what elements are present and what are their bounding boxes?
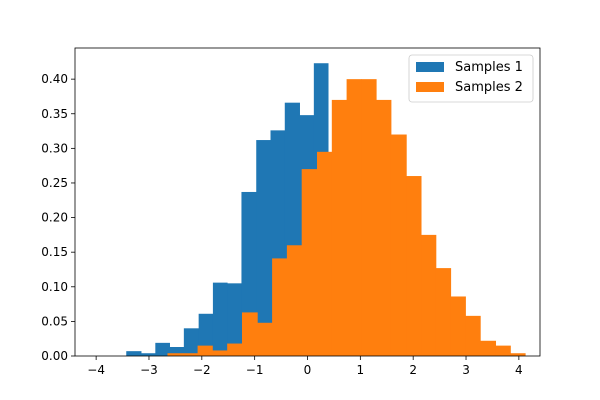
histogram-bar-series-1 [141,353,156,356]
histogram-bar-series-1 [183,328,200,356]
x-axis: −4 −3 −2 −1 0 1 2 3 4 [87,356,523,377]
histogram-bar-series-2 [167,353,184,356]
histogram-bar-series-2 [406,176,422,356]
y-tick-label: 0.10 [41,280,68,294]
y-tick-label: 0.25 [41,176,68,190]
histogram-bar-series-2 [317,151,333,356]
histogram-bar-series-2 [480,340,497,356]
histogram-bar-series-2 [421,234,437,356]
histogram-bar-series-2 [331,99,348,356]
histogram-bar-series-2 [301,169,318,356]
histogram-bar-series-1 [212,282,228,356]
legend-swatch-samples-2 [416,82,444,92]
x-tick-label: −2 [193,363,211,377]
x-tick-label: −1 [246,363,264,377]
histogram-bar-series-2 [272,258,288,356]
y-tick-label: 0.40 [41,72,68,86]
y-axis: 0.00 0.05 0.10 0.15 0.20 0.25 0.30 0.35 0.40 [41,72,75,363]
legend-label-samples-1: Samples 1 [455,60,523,75]
x-tick-label: 2 [409,363,417,377]
histogram-bar-series-1 [198,313,214,356]
histogram-bar-series-2 [197,345,213,356]
histogram-bar-series-1 [126,351,142,356]
y-tick-label: 0.05 [41,314,68,328]
histogram-bar-series-2 [257,322,273,356]
legend: Samples 1 Samples 2 [408,54,534,103]
y-tick-label: 0.30 [41,141,68,155]
y-tick-label: 0.15 [41,245,68,259]
histogram-bar-series-2 [182,353,198,356]
histogram-bar-series-2 [450,296,466,356]
x-tick-label: 3 [462,363,470,377]
y-tick-label: 0.35 [41,107,68,121]
histogram-bar-series-2 [376,99,392,356]
histogram-bar-series-2 [212,350,228,356]
histogram-bar-series-1 [169,347,185,356]
histogram-bar-series-2 [510,353,526,356]
x-tick-label: −3 [140,363,158,377]
x-tick-label: 4 [515,363,523,377]
histogram-bar-series-1 [256,140,271,356]
series-samples-2 [167,79,526,357]
histogram-bar-series-1 [227,283,242,356]
y-tick-label: 0.00 [41,349,68,363]
x-tick-label: −4 [87,363,105,377]
histogram-bar-series-2 [346,79,362,357]
legend-swatch-samples-1 [416,62,444,72]
y-tick-label: 0.20 [41,211,68,225]
histogram-bar-series-2 [435,268,452,356]
histogram-bar-series-2 [390,134,407,356]
histogram-bar-series-2 [465,315,481,356]
legend-label-samples-2: Samples 2 [455,80,523,95]
x-tick-label: 1 [357,363,365,377]
histogram-bar-series-1 [155,342,170,356]
histogram-bar-series-2 [227,343,243,356]
histogram-bar-series-2 [361,79,377,357]
histogram-bar-series-2 [495,345,511,356]
histogram-bar-series-2 [241,312,258,356]
x-tick-label: 0 [304,363,312,377]
histogram-bar-series-2 [286,245,303,356]
